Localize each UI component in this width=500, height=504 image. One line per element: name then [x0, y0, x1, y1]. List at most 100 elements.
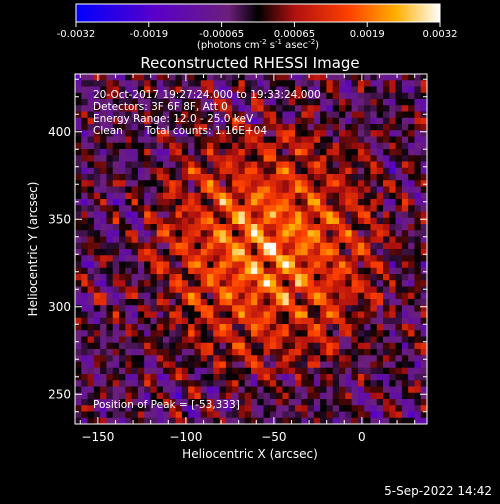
heatmap-cell — [370, 261, 378, 269]
heatmap-cell — [414, 267, 422, 275]
heatmap-cell — [244, 299, 252, 306]
heatmap-cell — [313, 386, 321, 394]
heatmap-cell — [357, 311, 365, 319]
heatmap-cell — [376, 211, 384, 219]
heatmap-cell — [87, 392, 95, 400]
heatmap-cell — [288, 205, 296, 212]
heatmap-cell — [414, 92, 422, 100]
heatmap-cell — [112, 199, 120, 206]
heatmap-cell — [75, 242, 82, 250]
heatmap-cell — [144, 80, 151, 87]
heatmap-cell — [376, 217, 384, 225]
heatmap-cell — [100, 361, 107, 369]
heatmap-cell — [351, 417, 359, 424]
heatmap-cell — [119, 305, 126, 312]
heatmap-cell — [194, 80, 202, 87]
heatmap-cell — [257, 330, 264, 337]
heatmap-cell — [395, 286, 403, 294]
heatmap-cell — [81, 167, 88, 175]
heatmap-cell — [295, 305, 302, 312]
heatmap-cell — [194, 99, 202, 106]
heatmap-cell — [207, 155, 214, 162]
heatmap-cell — [408, 192, 415, 200]
heatmap-cell — [269, 236, 277, 244]
heatmap-cell — [131, 286, 139, 294]
heatmap-cell — [163, 367, 170, 375]
heatmap-cell — [357, 417, 365, 424]
heatmap-cell — [144, 130, 151, 137]
heatmap-cell — [370, 142, 378, 150]
heatmap-cell — [137, 80, 145, 87]
heatmap-cell — [131, 86, 139, 94]
heatmap-cell — [200, 386, 208, 394]
heatmap-cell — [175, 136, 183, 144]
heatmap-cell — [169, 117, 176, 125]
heatmap-cell — [225, 242, 233, 250]
heatmap-cell — [219, 99, 227, 106]
heatmap-cell — [389, 217, 396, 225]
heatmap-cell — [93, 99, 101, 106]
heatmap-cell — [414, 155, 422, 162]
heatmap-cell — [351, 86, 359, 94]
heatmap-cell — [251, 317, 258, 325]
heatmap-cell — [383, 255, 390, 262]
heatmap-cell — [81, 236, 88, 244]
heatmap-cell — [257, 311, 264, 319]
heatmap-cell — [313, 142, 321, 150]
heatmap-cell — [106, 299, 114, 306]
heatmap-cell — [257, 142, 264, 150]
heatmap-cell — [383, 111, 390, 119]
heatmap-cell — [364, 336, 371, 344]
heatmap-cell — [339, 342, 346, 350]
heatmap-cell — [326, 155, 334, 162]
heatmap-cell — [232, 236, 239, 244]
heatmap-cell — [364, 280, 371, 287]
heatmap-cell — [257, 242, 264, 250]
heatmap-cell — [263, 324, 271, 331]
heatmap-cell — [370, 192, 378, 200]
heatmap-cell — [194, 149, 202, 156]
heatmap-cell — [307, 111, 315, 119]
heatmap-cell — [238, 167, 246, 175]
heatmap-cell — [370, 374, 378, 381]
heatmap-cell — [364, 86, 371, 94]
heatmap-cell — [376, 249, 384, 256]
heatmap-cell — [144, 417, 151, 424]
heatmap-cell — [81, 299, 88, 306]
heatmap-cell — [156, 417, 164, 424]
heatmap-cell — [150, 186, 158, 194]
heatmap-cell — [106, 367, 114, 375]
heatmap-cell — [137, 355, 145, 362]
heatmap-cell — [326, 361, 334, 369]
heatmap-cell — [156, 411, 164, 419]
heatmap-cell — [420, 80, 427, 87]
heatmap-cell — [131, 117, 139, 125]
heatmap-cell — [207, 336, 214, 344]
heatmap-cell — [219, 367, 227, 375]
heatmap-cell — [408, 274, 415, 281]
heatmap-cell — [313, 330, 321, 337]
heatmap-cell — [408, 367, 415, 375]
heatmap-cell — [326, 105, 334, 112]
heatmap-cell — [307, 330, 315, 337]
heatmap-cell — [144, 149, 151, 156]
heatmap-cell — [401, 380, 409, 387]
heatmap-cell — [408, 305, 415, 312]
heatmap-cell — [389, 149, 396, 156]
heatmap-cell — [326, 236, 334, 244]
heatmap-cell — [257, 236, 264, 244]
y-tick-label: 400 — [48, 125, 71, 139]
heatmap-cell — [357, 180, 365, 187]
heatmap-cell — [401, 192, 409, 200]
heatmap-cell — [125, 392, 132, 400]
heatmap-cell — [288, 292, 296, 300]
heatmap-cell — [269, 386, 277, 394]
heatmap-cell — [263, 217, 271, 225]
heatmap-cell — [282, 117, 290, 125]
heatmap-cell — [163, 336, 170, 344]
heatmap-cell — [219, 130, 227, 137]
heatmap-cell — [320, 130, 327, 137]
heatmap-cell — [383, 92, 390, 100]
heatmap-cell — [257, 192, 264, 200]
heatmap-cell — [408, 330, 415, 337]
